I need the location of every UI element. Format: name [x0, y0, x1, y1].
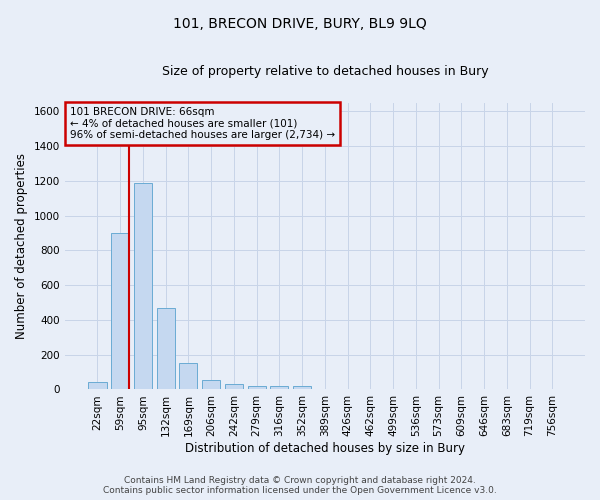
Bar [157, 308, 175, 390]
Bar [202, 380, 220, 390]
Bar [111, 233, 129, 390]
Bar [270, 386, 289, 390]
Bar [293, 386, 311, 390]
X-axis label: Distribution of detached houses by size in Bury: Distribution of detached houses by size … [185, 442, 465, 455]
Bar [88, 382, 107, 390]
Bar [179, 364, 197, 390]
Bar [248, 386, 266, 390]
Bar [225, 384, 243, 390]
Text: 101 BRECON DRIVE: 66sqm
← 4% of detached houses are smaller (101)
96% of semi-de: 101 BRECON DRIVE: 66sqm ← 4% of detached… [70, 107, 335, 140]
Text: 101, BRECON DRIVE, BURY, BL9 9LQ: 101, BRECON DRIVE, BURY, BL9 9LQ [173, 18, 427, 32]
Title: Size of property relative to detached houses in Bury: Size of property relative to detached ho… [161, 65, 488, 78]
Bar [134, 182, 152, 390]
Y-axis label: Number of detached properties: Number of detached properties [15, 153, 28, 339]
Text: Contains HM Land Registry data © Crown copyright and database right 2024.
Contai: Contains HM Land Registry data © Crown c… [103, 476, 497, 495]
